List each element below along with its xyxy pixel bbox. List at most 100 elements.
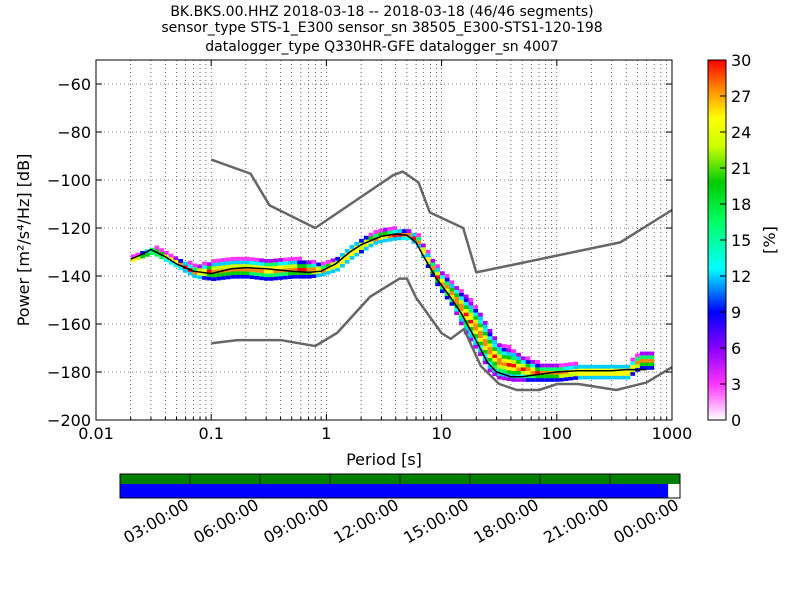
psd-cell xyxy=(516,378,521,382)
psd-cell xyxy=(563,366,569,371)
psd-cell xyxy=(482,328,488,332)
psd-cell xyxy=(211,273,217,278)
psd-cell xyxy=(497,364,502,369)
psd-cell xyxy=(544,367,550,371)
psd-cell xyxy=(468,326,474,331)
psd-cell xyxy=(511,367,517,371)
psd-cell xyxy=(254,275,260,280)
psd-cell xyxy=(578,372,583,376)
psd-cell xyxy=(268,273,274,278)
psd-cell xyxy=(459,314,464,319)
psd-cell xyxy=(244,271,250,275)
psd-cell xyxy=(249,264,255,269)
psd-cell xyxy=(387,234,393,238)
psd-cell xyxy=(387,230,393,235)
psd-cell xyxy=(501,351,507,356)
psd-cell xyxy=(516,352,521,357)
psd-cell xyxy=(492,365,498,369)
psd-cell xyxy=(211,277,217,281)
colorbar-tick-label: 0 xyxy=(731,411,741,430)
psd-cell xyxy=(463,301,469,306)
psd-cell xyxy=(301,267,307,272)
psd-cell xyxy=(259,276,264,281)
psd-cell xyxy=(287,260,293,265)
psd-cell xyxy=(463,298,469,302)
psd-cell xyxy=(473,344,479,349)
psd-cell xyxy=(639,355,645,359)
psd-cell xyxy=(173,256,179,261)
psd-cell xyxy=(459,303,464,308)
psd-cell xyxy=(459,317,464,322)
psd-cell xyxy=(297,264,302,268)
psd-cell xyxy=(263,262,269,267)
psd-cell xyxy=(449,302,455,306)
psd-cell xyxy=(197,264,203,269)
psd-cell xyxy=(221,272,226,277)
psd-cell xyxy=(516,360,521,364)
psd-cell xyxy=(630,364,636,369)
psd-cell xyxy=(268,276,274,281)
psd-cell xyxy=(573,361,579,366)
psd-cell xyxy=(616,375,621,380)
psd-cell xyxy=(154,245,160,250)
psd-cell xyxy=(235,264,241,268)
psd-cell xyxy=(282,257,288,262)
y-tick-label: −180 xyxy=(47,363,91,382)
psd-cell xyxy=(183,261,188,266)
psd-cell xyxy=(354,241,360,246)
psd-cell xyxy=(516,370,521,375)
psd-cell xyxy=(454,293,460,298)
psd-cell xyxy=(487,328,493,333)
psd-cell xyxy=(301,274,307,279)
psd-cell xyxy=(197,271,203,276)
psd-cell xyxy=(311,263,317,268)
psd-cell xyxy=(411,239,417,244)
psd-cell xyxy=(463,308,469,313)
psd-cell xyxy=(506,370,512,374)
psd-cell xyxy=(478,348,483,353)
psd-cell xyxy=(273,269,279,274)
psd-cell xyxy=(230,271,236,276)
psd-cell xyxy=(225,257,231,262)
psd-cell xyxy=(497,350,502,355)
psd-cell xyxy=(159,251,164,256)
psd-cell xyxy=(644,358,650,363)
psd-cell xyxy=(325,270,331,275)
psd-cell xyxy=(425,253,431,258)
colorbar-tick-label: 3 xyxy=(731,375,741,394)
psd-cell xyxy=(435,264,441,269)
psd-cell xyxy=(263,258,269,263)
time-tick-label: 06:00:00 xyxy=(190,495,262,547)
psd-cell xyxy=(249,257,255,262)
psd-cell xyxy=(459,296,464,301)
psd-cell xyxy=(259,258,264,263)
psd-cell xyxy=(549,367,555,371)
psd-cell xyxy=(492,354,498,359)
psd-cell xyxy=(297,271,302,275)
psd-cell xyxy=(478,330,483,335)
psd-cell xyxy=(225,271,231,276)
psd-cell xyxy=(468,305,474,310)
psd-cell xyxy=(530,378,536,382)
psd-cell xyxy=(154,249,160,253)
x-axis-ticks: 0.01 0.1 1 10 100 1000 xyxy=(78,60,692,443)
y-axis-label: Power [m²/s⁴/Hz] [dB] xyxy=(14,154,33,327)
psd-cell xyxy=(221,276,226,280)
psd-cell xyxy=(492,350,498,355)
psd-cell xyxy=(382,234,388,239)
psd-cell xyxy=(278,265,283,270)
psd-cell xyxy=(287,257,293,261)
psd-cell xyxy=(211,259,217,263)
psd-cell xyxy=(635,364,640,369)
psd-cell xyxy=(625,372,631,376)
psd-cell xyxy=(340,260,345,265)
psd-cell xyxy=(325,260,331,264)
psd-cell xyxy=(349,255,355,260)
psd-cell xyxy=(449,284,455,288)
psd-cell xyxy=(311,274,317,279)
psd-cell xyxy=(454,311,460,316)
psd-cell xyxy=(520,370,526,375)
psd-cell xyxy=(539,363,545,368)
psd-cell xyxy=(525,363,531,368)
psd-cell xyxy=(649,362,655,367)
